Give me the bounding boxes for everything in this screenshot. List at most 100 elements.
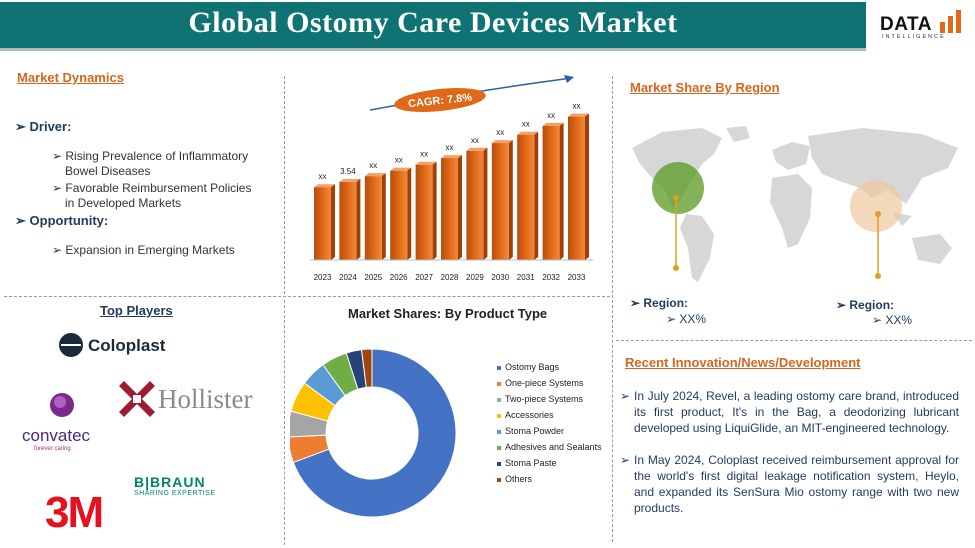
- driver-item-cont: Bowel Diseases: [65, 164, 151, 178]
- bar-value-label: xx: [395, 156, 403, 165]
- bbraun-name: B|BRAUN: [134, 474, 206, 490]
- region-title: Market Share By Region: [630, 80, 780, 95]
- legend-swatch: [497, 446, 501, 450]
- news-item: ➢ In July 2024, Revel, a leading ostomy …: [620, 388, 959, 436]
- year-tick-label: 2033: [568, 273, 586, 282]
- region-left-value: ➢ XX%: [666, 312, 707, 326]
- year-tick-label: 2025: [364, 273, 382, 282]
- bar-top: [314, 184, 335, 188]
- bar: [517, 134, 535, 260]
- divider: [284, 300, 285, 545]
- bar-top: [441, 155, 462, 159]
- title-bar: [0, 2, 866, 51]
- bar-side: [407, 167, 412, 260]
- bar-top: [491, 140, 513, 144]
- convatec-name: convatec: [22, 426, 91, 445]
- bar-top: [339, 178, 361, 182]
- 3m-logo: 3M: [45, 488, 104, 537]
- driver-item-cont: in Developed Markets: [65, 196, 182, 210]
- bar: [390, 170, 408, 260]
- driver-text: Rising Prevalence of Inflammatory: [65, 149, 249, 163]
- brand-subtitle: INTELLIGENCE: [882, 34, 946, 40]
- legend-label: Others: [505, 474, 533, 484]
- year-tick-label: 2024: [339, 273, 357, 282]
- legend-label: Ostomy Bags: [505, 362, 560, 372]
- year-tick-label: 2028: [441, 273, 459, 282]
- bar-value-label: xx: [369, 161, 377, 170]
- legend-label: Adhesives and Sealants: [505, 442, 602, 452]
- bar-value-label: xx: [319, 172, 327, 181]
- bullet-arrow-icon: ➢: [620, 453, 631, 467]
- year-tick-label: 2026: [390, 273, 408, 282]
- legend-swatch: [497, 414, 501, 418]
- region-highlight-right: [850, 180, 902, 232]
- coloplast-name: Coloplast: [88, 336, 166, 355]
- bar-side: [458, 155, 462, 260]
- driver-heading: ➢ Driver:: [15, 119, 72, 134]
- bbraun-tagline: SHARING EXPERTISE: [134, 490, 216, 497]
- legend-label: Two-piece Systems: [505, 394, 584, 404]
- donut-slice: [292, 348, 457, 518]
- bar-side: [356, 178, 361, 260]
- legend-label: One-piece Systems: [505, 378, 584, 388]
- header-banner: Global Ostomy Care Devices Market DATA I…: [0, 0, 975, 51]
- opportunity-text: Expansion in Emerging Markets: [65, 243, 235, 257]
- hollister-logo: Hollister: [118, 378, 272, 420]
- brand-logo: DATA INTELLIGENCE: [878, 8, 970, 44]
- bullet-arrow-icon: ➢: [620, 389, 631, 403]
- divider: [616, 340, 972, 341]
- region-highlight-left: [652, 162, 704, 214]
- bar-side: [585, 113, 589, 260]
- news-item: ➢ In May 2024, Coloplast received reimbu…: [620, 452, 959, 516]
- hollister-mark-icon: [119, 381, 155, 417]
- year-tick-label: 2029: [466, 273, 484, 282]
- hollister-name: Hollister: [158, 384, 253, 414]
- news-text: In May 2024, Coloplast received reimburs…: [634, 453, 959, 515]
- driver-text: Favorable Reimbursement Policies: [65, 181, 252, 195]
- year-tick-label: 2027: [415, 273, 433, 282]
- bar: [364, 176, 382, 260]
- brand-bars-icon: [940, 10, 961, 33]
- bar-top: [542, 122, 564, 126]
- year-tick-label: 2032: [542, 273, 560, 282]
- bar-value-label: xx: [496, 128, 504, 137]
- donut-slice: [361, 348, 373, 388]
- convatec-logo: convatec forever caring: [13, 386, 110, 458]
- legend-swatch: [497, 478, 501, 482]
- bar-top: [466, 147, 488, 151]
- bar: [568, 116, 585, 260]
- bar-top: [364, 173, 386, 177]
- bar-value-label: xx: [573, 102, 581, 111]
- bbraun-logo: B|BRAUN SHARING EXPERTISE: [130, 466, 260, 502]
- bar-side: [331, 184, 335, 260]
- divider: [4, 296, 610, 297]
- bar-value-label: xx: [446, 143, 454, 152]
- bar: [441, 158, 458, 260]
- year-tick-label: 2030: [491, 273, 509, 282]
- legend-swatch: [497, 398, 501, 402]
- opportunity-item: ➢ Expansion in Emerging Markets: [52, 243, 235, 257]
- product-type-donut-chart: [290, 348, 457, 518]
- opportunity-heading: ➢ Opportunity:: [15, 213, 109, 228]
- world-map: [632, 126, 958, 282]
- coloplast-mark-icon: [59, 333, 83, 357]
- cagr-badge: [394, 88, 486, 112]
- driver-item: ➢ Rising Prevalence of Inflammatory: [52, 149, 249, 163]
- page-title: Global Ostomy Care Devices Market: [188, 6, 678, 39]
- region-right-label: ➢ Region:: [836, 298, 895, 312]
- driver-item: ➢ Favorable Reimbursement Policies: [52, 181, 252, 195]
- year-tick-label: 2031: [517, 273, 535, 282]
- bar-side: [534, 131, 539, 260]
- market-size-bar-chart: CAGR: 7.8% xx20233.542024xx2025xx2026xx2…: [310, 75, 594, 282]
- bar-value-label: xx: [522, 120, 530, 129]
- bar-value-label: xx: [420, 150, 428, 159]
- news-text: In July 2024, Revel, a leading ostomy ca…: [634, 389, 959, 435]
- convatec-tagline: forever caring: [34, 446, 71, 452]
- divider: [612, 76, 613, 542]
- region-right-label-text: Region:: [849, 298, 895, 312]
- region-left-label: ➢ Region:: [630, 296, 689, 310]
- bar: [466, 150, 484, 260]
- brand-name: DATA: [880, 14, 932, 35]
- opportunity-label: Opportunity:: [29, 213, 109, 228]
- bar-value-label: xx: [547, 111, 555, 120]
